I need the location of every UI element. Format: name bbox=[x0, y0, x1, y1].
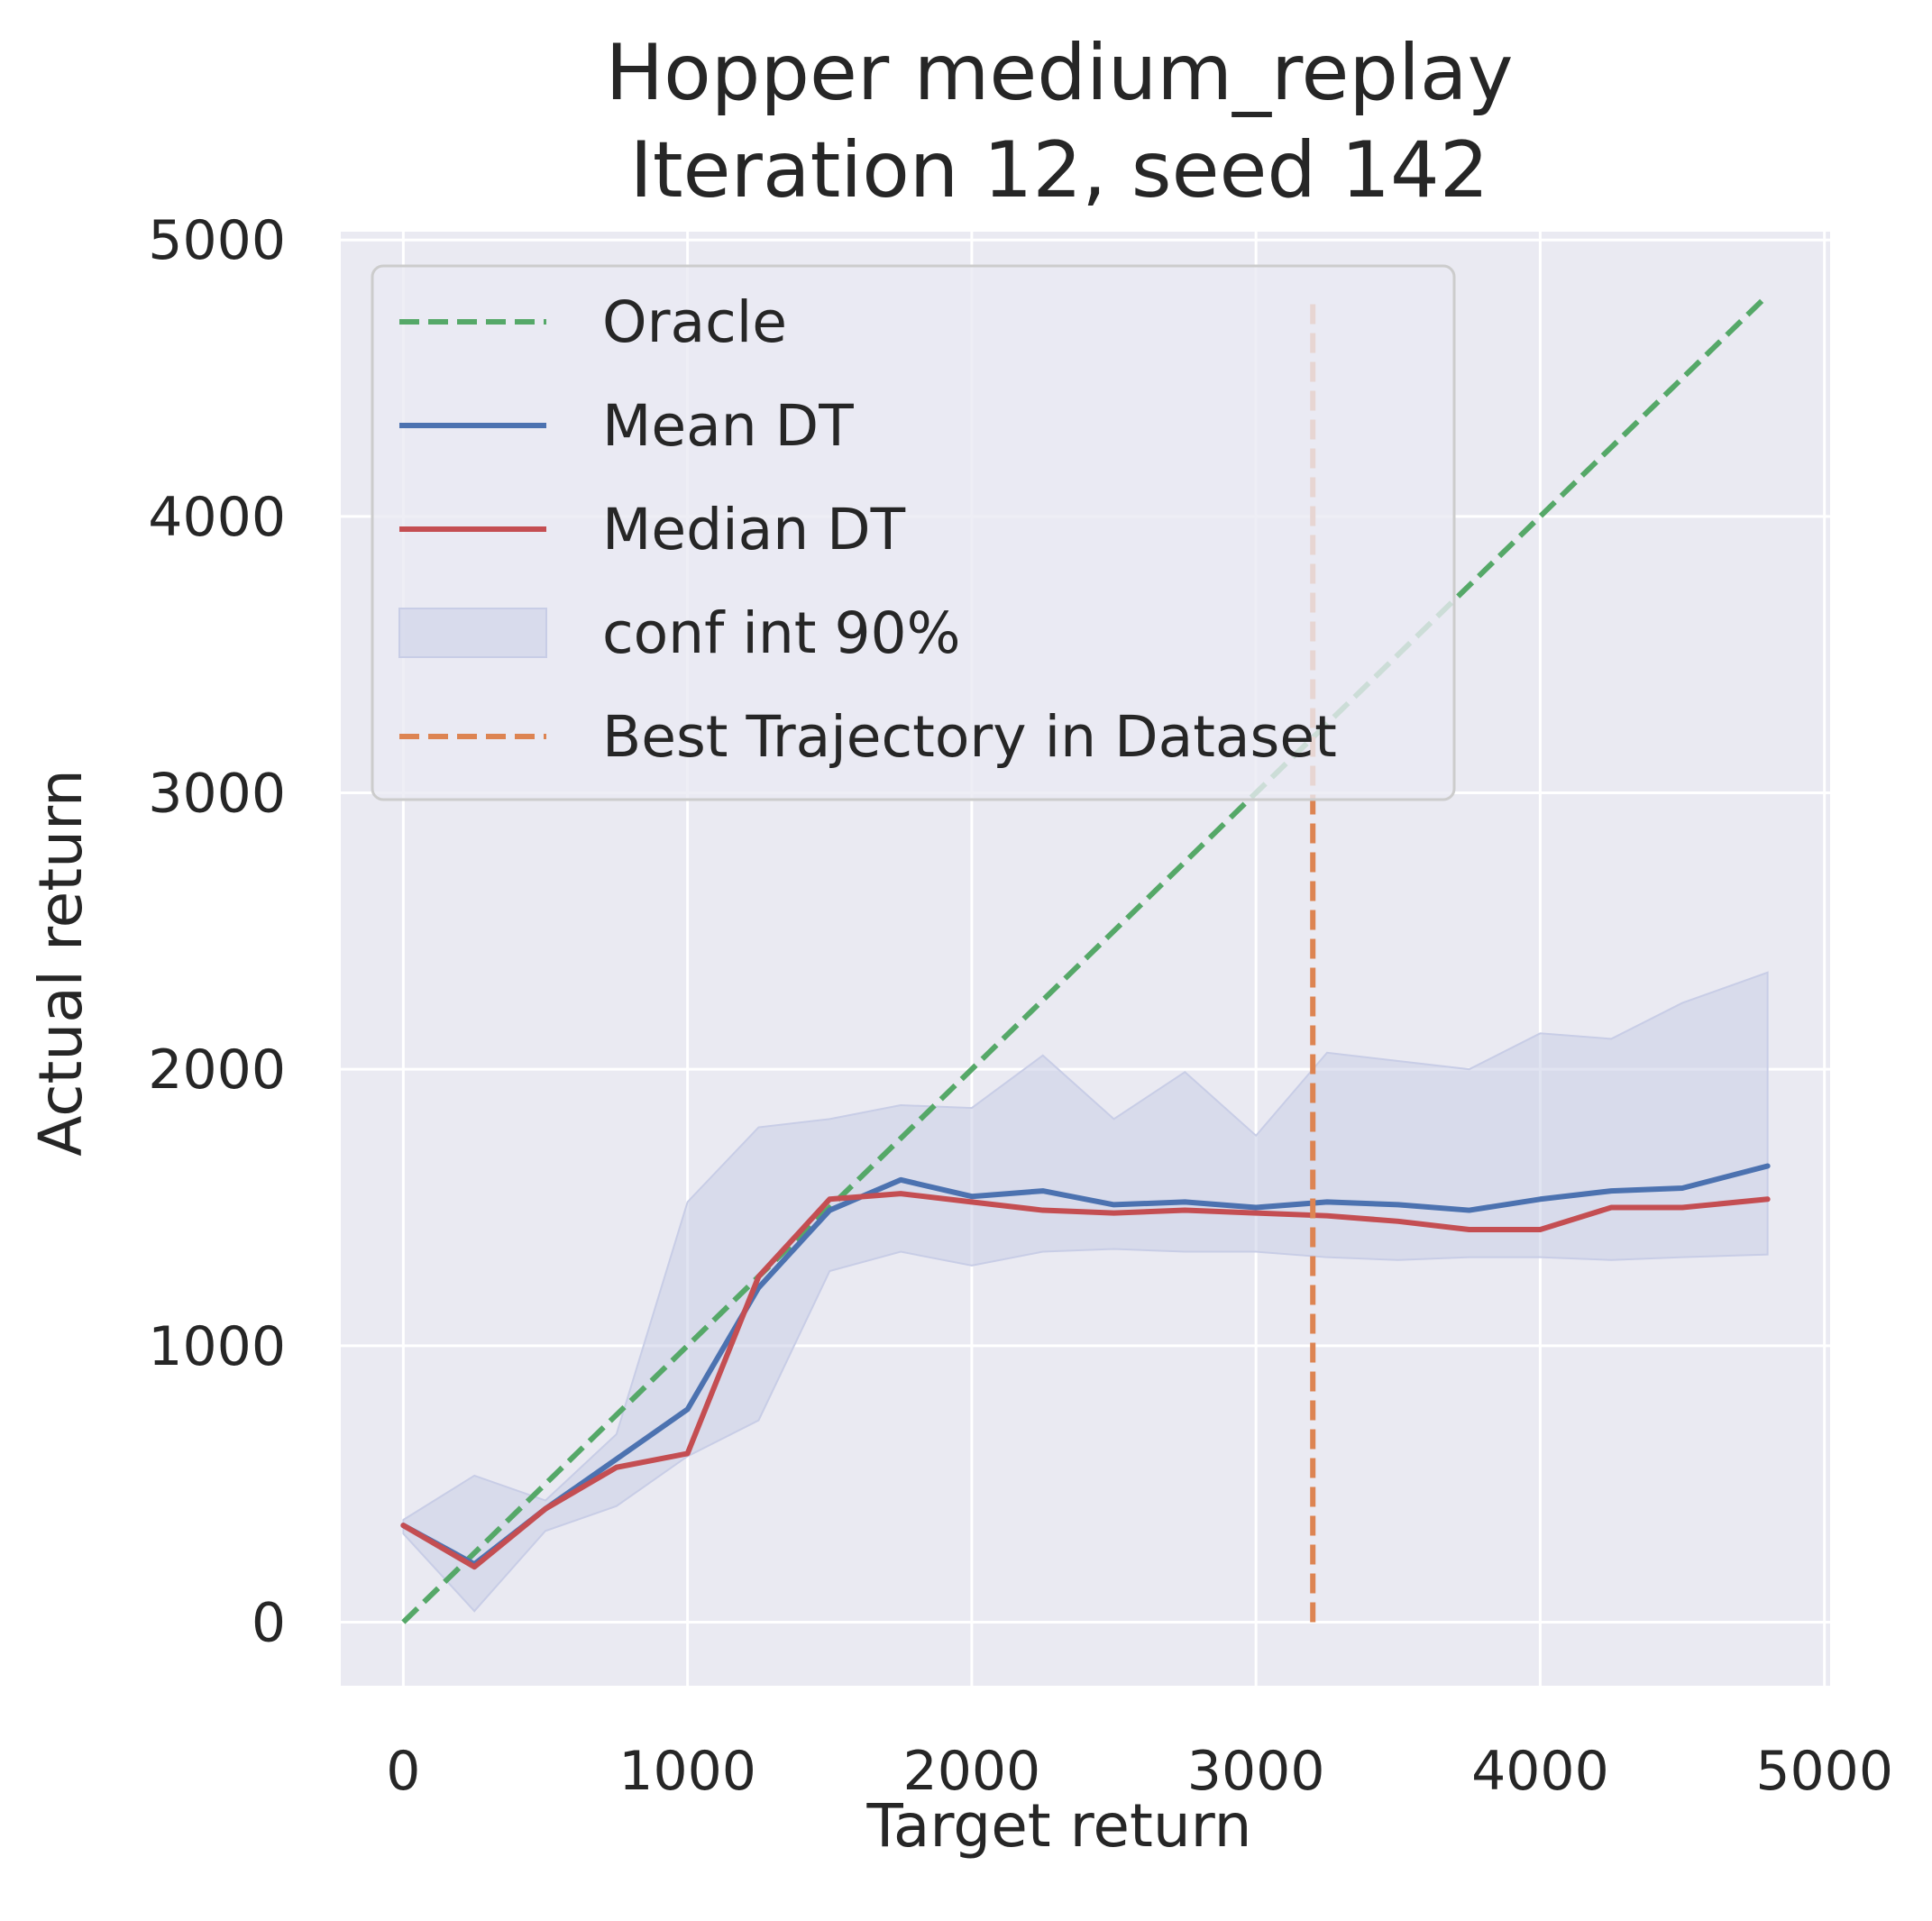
y-tick-label: 5000 bbox=[148, 209, 286, 272]
y-tick-label: 4000 bbox=[148, 486, 286, 549]
y-tick-label: 3000 bbox=[148, 763, 286, 826]
y-axis-label: Actual return bbox=[26, 769, 96, 1157]
y-tick-label: 2000 bbox=[148, 1038, 286, 1102]
tick-labels: 0 1000 2000 3000 4000 5000 0 1000 2000 3000 4000 50… bbox=[148, 209, 1893, 1803]
mean-dt-line bbox=[400, 1163, 1771, 1568]
chart-title-line-1: Hopper medium_replay bbox=[606, 28, 1514, 118]
legend-label: Median DT bbox=[602, 497, 906, 563]
legend-swatch-band bbox=[398, 608, 547, 658]
x-tick-label: 2000 bbox=[903, 1740, 1041, 1803]
confidence-band-layer bbox=[402, 971, 1769, 1613]
median-dt-line bbox=[400, 1191, 1771, 1570]
legend-label: Mean DT bbox=[602, 393, 854, 459]
legend-label: Best Trajectory in Dataset bbox=[602, 704, 1337, 770]
x-tick-label: 3000 bbox=[1187, 1740, 1325, 1803]
legend-label: Oracle bbox=[602, 289, 787, 355]
legend-box bbox=[371, 264, 1456, 801]
chart-title-line-2: Iteration 12, seed 142 bbox=[630, 125, 1489, 215]
x-tick-label: 5000 bbox=[1755, 1740, 1893, 1803]
y-tick-label: 1000 bbox=[148, 1315, 286, 1378]
confidence-band bbox=[402, 971, 1769, 1613]
x-tick-label: 0 bbox=[386, 1740, 420, 1803]
legend-label: conf int 90% bbox=[602, 600, 961, 666]
x-tick-label: 4000 bbox=[1471, 1740, 1609, 1803]
x-tick-label: 1000 bbox=[618, 1740, 756, 1803]
x-axis-label: Target return bbox=[866, 1791, 1252, 1861]
legend: Oracle Mean DT Median DT conf int 90% Best T… bbox=[371, 264, 1456, 801]
y-tick-label: 0 bbox=[252, 1591, 286, 1654]
